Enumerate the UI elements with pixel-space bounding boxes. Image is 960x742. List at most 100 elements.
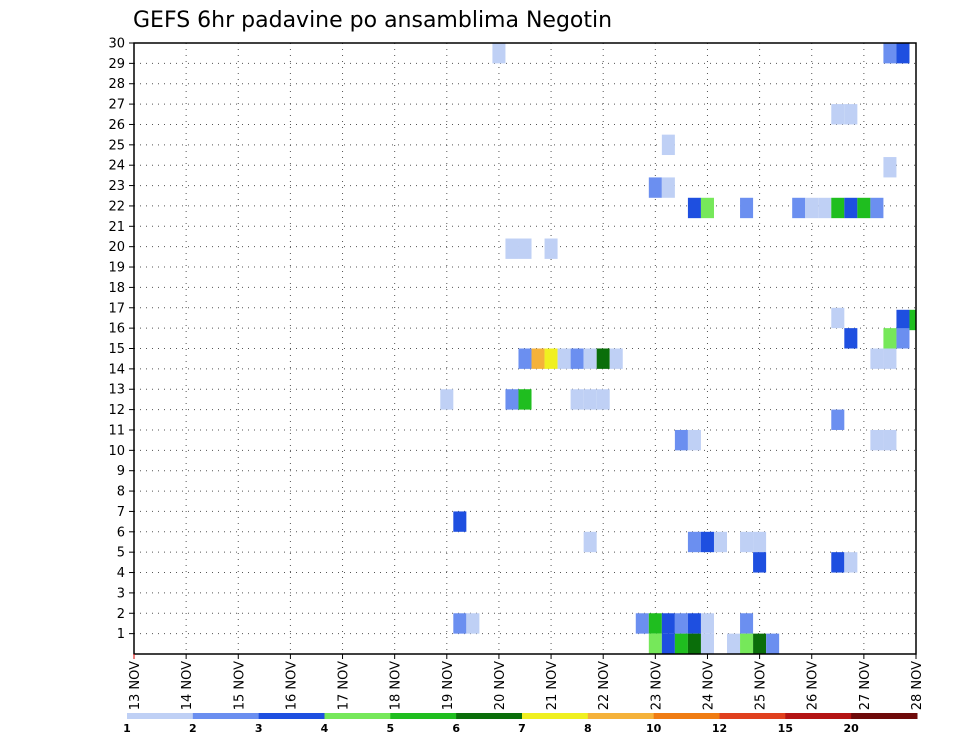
legend-label: 20 bbox=[844, 722, 860, 735]
heatmap-cell bbox=[661, 134, 675, 156]
y-tick-label: 11 bbox=[108, 423, 125, 438]
x-tick-label: 17 NOV bbox=[337, 661, 352, 710]
legend-swatch bbox=[785, 713, 852, 719]
heatmap-cell bbox=[661, 633, 675, 654]
heatmap-cell bbox=[844, 552, 858, 573]
x-tick-label: 16 NOV bbox=[284, 661, 299, 710]
heatmap-cell bbox=[740, 197, 754, 219]
legend-label: 4 bbox=[321, 722, 329, 735]
heatmap-cell bbox=[883, 43, 897, 64]
heatmap-cell bbox=[818, 197, 832, 219]
heatmap-cell bbox=[440, 389, 454, 410]
heatmap-cell bbox=[831, 552, 845, 573]
heatmap-cell bbox=[870, 197, 884, 219]
legend-label: 10 bbox=[646, 722, 662, 735]
heatmap-cell bbox=[753, 552, 767, 573]
heatmap-cell bbox=[857, 197, 871, 219]
heatmap-cell bbox=[713, 531, 728, 553]
legend-label: 6 bbox=[452, 722, 460, 735]
heatmap-cell bbox=[596, 389, 610, 410]
heatmap-cell bbox=[700, 531, 714, 553]
y-tick-label: 6 bbox=[117, 525, 125, 540]
heatmap-cell bbox=[570, 389, 584, 410]
heatmap-cell bbox=[687, 197, 701, 219]
heatmap-cell bbox=[687, 429, 701, 451]
y-tick-label: 8 bbox=[117, 485, 125, 500]
legend-label: 8 bbox=[584, 722, 592, 735]
y-tick-label: 25 bbox=[108, 138, 125, 153]
heatmap-cell bbox=[831, 307, 845, 329]
legend-label: 15 bbox=[778, 722, 793, 735]
heatmap-cell bbox=[700, 197, 714, 219]
heatmap-cell bbox=[740, 531, 754, 553]
x-tick-label: 18 NOV bbox=[389, 661, 404, 710]
heatmap-cell bbox=[570, 348, 584, 369]
y-tick-label: 1 bbox=[117, 627, 125, 642]
y-tick-label: 21 bbox=[108, 220, 125, 235]
y-tick-label: 10 bbox=[108, 444, 125, 459]
legend-swatch bbox=[390, 713, 457, 719]
y-tick-label: 24 bbox=[108, 159, 125, 174]
heatmap-cell bbox=[544, 238, 558, 259]
y-tick-label: 26 bbox=[108, 118, 125, 133]
legend-swatch bbox=[258, 713, 325, 719]
heatmap-cell bbox=[844, 328, 858, 349]
heatmap-cell bbox=[453, 613, 467, 634]
x-axis: 13 NOV 14 NOV 15 NOV 16 NOV 17 NOV 18 NOV 19 N… bbox=[128, 654, 925, 710]
heatmap-cell bbox=[831, 104, 845, 125]
legend-swatch bbox=[456, 713, 523, 719]
y-tick-label: 23 bbox=[108, 179, 125, 194]
y-tick-label: 27 bbox=[108, 98, 125, 113]
y-tick-label: 4 bbox=[117, 566, 125, 581]
heatmap-cell bbox=[596, 348, 610, 369]
legend-label: 12 bbox=[712, 722, 727, 735]
heatmap-cell bbox=[844, 197, 858, 219]
heatmap-cell bbox=[700, 613, 714, 634]
cells-layer bbox=[440, 43, 916, 654]
legend-swatch bbox=[127, 713, 194, 719]
legend-swatch bbox=[192, 713, 260, 719]
heatmap-cell bbox=[661, 177, 675, 198]
x-tick-label: 13 NOV bbox=[128, 661, 143, 710]
heatmap-cell bbox=[648, 613, 662, 634]
y-tick-label: 29 bbox=[108, 57, 125, 72]
heatmap-cell bbox=[700, 633, 714, 654]
heatmap-cell bbox=[753, 633, 767, 654]
legend-label: 7 bbox=[518, 722, 526, 735]
x-tick-label: 14 NOV bbox=[180, 661, 195, 710]
heatmap-cell bbox=[831, 409, 845, 430]
heatmap-cell bbox=[674, 633, 688, 654]
legend-swatch bbox=[587, 713, 655, 719]
x-tick-label: 22 NOV bbox=[597, 661, 612, 710]
heatmap-cell bbox=[792, 197, 806, 219]
heatmap-cell bbox=[453, 511, 467, 532]
y-tick-label: 5 bbox=[117, 546, 125, 561]
legend-label: 3 bbox=[255, 722, 263, 735]
heatmap-cell bbox=[518, 389, 532, 410]
heatmap-cell bbox=[648, 633, 662, 654]
heatmap-cell bbox=[766, 633, 780, 654]
legend-swatch bbox=[851, 713, 918, 719]
y-axis: 1234567891011121314151617181920212223242… bbox=[108, 37, 134, 642]
legend-swatch bbox=[324, 713, 391, 719]
x-tick-label: 27 NOV bbox=[858, 661, 873, 710]
heatmap-cell bbox=[896, 43, 910, 64]
heatmap-cell bbox=[505, 238, 519, 259]
y-tick-label: 7 bbox=[117, 505, 125, 520]
y-tick-label: 16 bbox=[108, 322, 125, 337]
x-tick-label: 21 NOV bbox=[545, 661, 560, 710]
color-legend: 1 2 3 4 5 6 7 8 10 12 15 20 bbox=[123, 713, 918, 735]
heatmap-cell bbox=[609, 348, 623, 369]
y-tick-label: 14 bbox=[108, 362, 125, 377]
heatmap-cell bbox=[492, 43, 506, 64]
y-tick-label: 13 bbox=[108, 383, 125, 398]
heatmap-cell bbox=[740, 613, 754, 634]
y-tick-label: 28 bbox=[108, 77, 125, 92]
heatmap-cell bbox=[557, 348, 571, 369]
legend-swatch bbox=[719, 713, 786, 719]
x-tick-label: 24 NOV bbox=[701, 661, 716, 710]
heatmap-cell bbox=[466, 613, 480, 634]
x-tick-label: 28 NOV bbox=[910, 661, 925, 710]
heatmap-cell bbox=[687, 531, 701, 553]
heatmap-cell bbox=[896, 328, 910, 349]
